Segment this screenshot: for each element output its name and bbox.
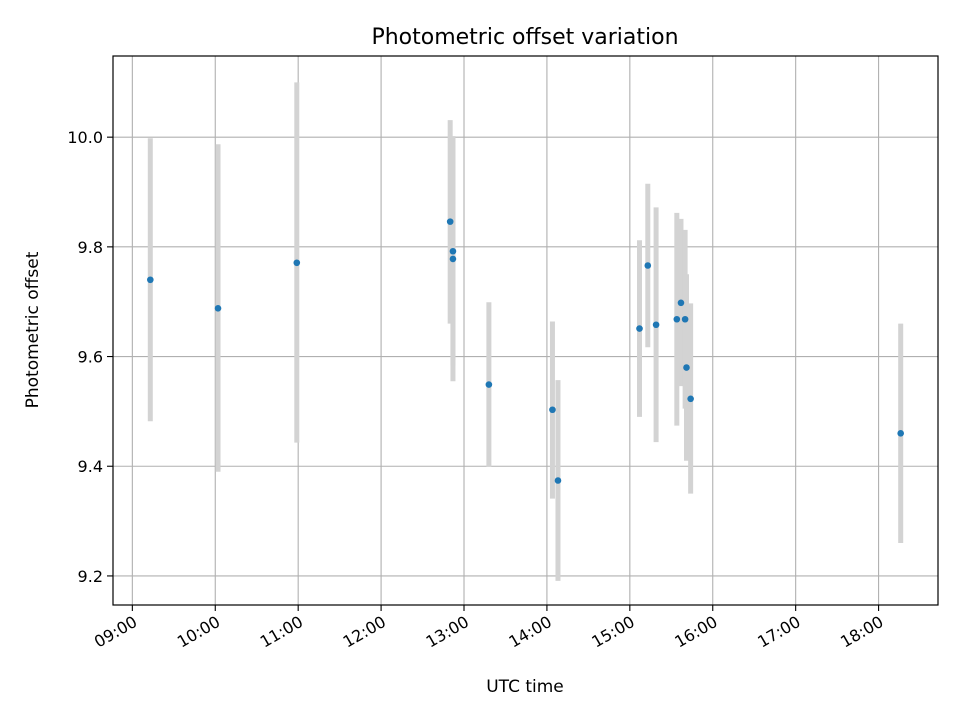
y-tick-label: 9.4 — [78, 457, 103, 476]
data-point — [446, 218, 454, 225]
x-tick-label: 16:00 — [671, 612, 720, 652]
data-point — [897, 430, 904, 437]
y-axis-ticks: 9.2 9.4 9.6 9.8 10.0 — [67, 128, 113, 586]
x-tick-label: 18:00 — [837, 612, 886, 652]
chart-title: Photometric offset variation — [371, 25, 678, 50]
data-point — [549, 406, 556, 414]
y-tick-label: 9.6 — [78, 348, 103, 367]
x-tick-label: 17:00 — [754, 612, 803, 652]
y-tick-label: 10.0 — [67, 128, 103, 147]
plot-frame — [112, 55, 939, 606]
x-axis-label: UTC time — [486, 677, 564, 697]
data-point — [214, 304, 222, 312]
x-tick-label: 10:00 — [174, 612, 223, 652]
data-points — [147, 218, 904, 484]
x-tick-label: 11:00 — [257, 612, 306, 652]
y-tick-label: 9.8 — [78, 238, 103, 257]
error-bars — [147, 82, 904, 581]
x-tick-label: 14:00 — [505, 612, 554, 652]
data-point — [683, 364, 690, 371]
x-axis-ticks: 09:00 10:00 11:00 12:00 13:00 14:00 15:00 16:00… — [91, 605, 887, 652]
data-point — [673, 315, 681, 323]
data-point — [147, 276, 154, 284]
x-tick-label: 09:00 — [91, 612, 140, 652]
data-point — [681, 315, 689, 323]
data-point — [677, 299, 685, 307]
data-point — [293, 259, 301, 267]
data-point — [485, 381, 493, 388]
data-point — [652, 321, 660, 329]
x-tick-label: 12:00 — [340, 612, 389, 652]
data-point — [554, 477, 562, 484]
data-point — [449, 247, 457, 255]
data-point — [636, 325, 643, 332]
data-point — [449, 255, 457, 263]
grid — [113, 56, 938, 605]
x-tick-label: 15:00 — [588, 612, 637, 652]
y-axis-label: Photometric offset — [23, 251, 43, 408]
data-point — [687, 395, 694, 403]
y-tick-label: 9.2 — [78, 567, 103, 586]
data-point — [644, 262, 652, 269]
x-tick-label: 13:00 — [423, 612, 472, 652]
